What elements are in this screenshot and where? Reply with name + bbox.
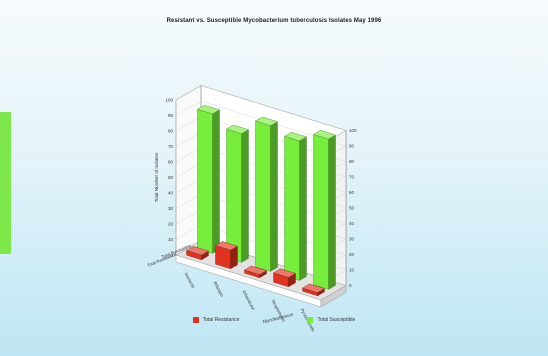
bar-resistance-4 <box>302 283 325 297</box>
bar-susceptible-2-top <box>255 116 278 126</box>
y-tick-label-right: 100 <box>349 128 357 133</box>
y-tick-label-left: 10 <box>168 237 174 242</box>
bar-susceptible-0 <box>197 104 220 254</box>
legend-label-susceptible: Total Susceptible <box>317 317 356 323</box>
bar-susceptible-0-side <box>212 109 220 254</box>
y-tick-label-right: 40 <box>349 221 355 226</box>
y-tick-label-left: 20 <box>168 222 174 227</box>
y-tick-label-right: 20 <box>349 252 355 257</box>
legend-swatch-resistance <box>192 317 199 323</box>
bar-susceptible-2 <box>255 116 278 272</box>
bar-susceptible-3-front <box>284 136 300 281</box>
y-tick-label-left: 90 <box>168 113 174 118</box>
bar-susceptible-4-side <box>328 134 336 290</box>
y-tick-label-right: 90 <box>349 144 355 149</box>
legend-swatch-susceptible <box>307 317 314 323</box>
bar-susceptible-3 <box>284 131 307 281</box>
y-tick-label-left: 50 <box>168 175 174 180</box>
y-tick-label-left: 80 <box>168 129 174 134</box>
legend-label-resistance: Total Resistance <box>202 317 240 323</box>
bar-susceptible-0-top <box>197 104 220 115</box>
bar-susceptible-0-front <box>197 109 213 254</box>
y-axis-title: Total Number of Isolates <box>154 152 159 202</box>
y-tick-label-left: 70 <box>168 144 174 149</box>
bar-susceptible-1-front <box>226 128 242 263</box>
bar-susceptible-1-top <box>226 124 249 135</box>
y-tick-label-right: 30 <box>349 237 355 242</box>
bar-resistance-3-top <box>273 268 296 278</box>
bar-resistance-1 <box>215 241 238 270</box>
bar-resistance-2-top <box>244 265 267 275</box>
y-tick-label-right: 60 <box>349 190 355 195</box>
decorative-side-bar <box>0 112 11 254</box>
bar-resistance-0-top <box>186 246 209 256</box>
bar-susceptible-2-front <box>255 120 271 272</box>
bar-susceptible-4-front <box>313 134 329 290</box>
bar-resistance-2 <box>244 265 267 279</box>
x-tick-label: Ethambutol <box>242 290 256 311</box>
bar-resistance-1-top <box>215 241 238 251</box>
bar-susceptible-4-top <box>313 130 336 140</box>
legend-item-resistance: Total Resistance <box>192 317 240 323</box>
y-tick-label-right: 50 <box>349 206 355 211</box>
bar-susceptible-2-side <box>270 121 278 272</box>
y-tick-label-left: 30 <box>168 206 174 211</box>
bar-resistance-0 <box>186 246 209 261</box>
y-tick-label-right: 80 <box>349 159 355 164</box>
chart-title: Resistant vs. Susceptible Mycobacterium … <box>166 18 382 24</box>
y-tick-label-right: 70 <box>349 175 355 180</box>
y-tick-label-right: 10 <box>349 268 355 273</box>
y-tick-label-right: 0 <box>349 283 352 288</box>
x-tick-label: Rifampin <box>213 281 225 299</box>
legend-item-susceptible: Total Susceptible <box>307 317 355 323</box>
y-tick-label-left: 0 <box>170 253 173 258</box>
y-tick-label-left: 100 <box>165 98 173 103</box>
bar-susceptible-3-top <box>284 131 307 142</box>
bar-resistance-3 <box>273 268 296 288</box>
legend: Total Resistance Total Susceptible <box>0 317 548 323</box>
bar-susceptible-1-side <box>241 129 249 263</box>
y-tick-label-left: 60 <box>168 160 174 165</box>
bar-susceptible-3-side <box>299 136 307 281</box>
bar-susceptible-4 <box>313 130 336 290</box>
y-tick-label-left: 40 <box>168 191 174 196</box>
x-tick-label: Isoniazid <box>184 272 196 290</box>
bar-susceptible-1 <box>226 124 249 263</box>
bar-resistance-4-top <box>302 283 325 293</box>
floor-side-edge <box>320 285 347 308</box>
